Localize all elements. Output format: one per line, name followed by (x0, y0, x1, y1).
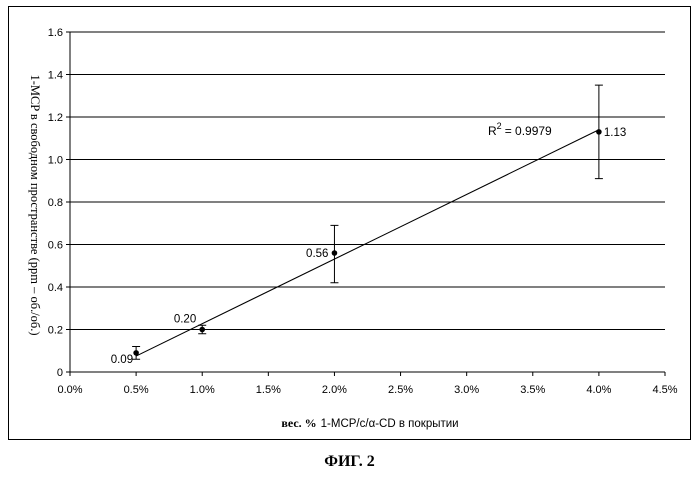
x-tick-label: 2.5% (388, 384, 413, 396)
data-point (332, 250, 338, 256)
trendline (136, 130, 599, 356)
r-squared-annotation: R2= 0.9979 (488, 121, 552, 138)
x-tick-label: 0.0% (57, 384, 82, 396)
data-label: 0.56 (306, 248, 328, 260)
x-tick-label: 3.5% (520, 384, 545, 396)
y-tick-label: 0 (57, 367, 63, 379)
x-ticks: 0.0% 0.5% 1.0% 1.5% 2.0% 2.5% 3.0% 3.5% 4.0% 4.5% (57, 372, 677, 396)
y-ticks: 0 0.2 0.4 0.6 0.8 1.0 1.2 1.4 1.6 (48, 27, 70, 379)
data-point (133, 350, 139, 356)
grid (70, 32, 665, 330)
data-label: 0.09 (111, 354, 133, 366)
data-label: 0.20 (174, 314, 196, 326)
x-tick-label: 0.5% (124, 384, 149, 396)
figure-caption: ФИГ. 2 (0, 453, 699, 471)
x-tick-label: 2.0% (322, 384, 347, 396)
y-tick-label: 1.6 (48, 27, 63, 39)
y-tick-label: 0.2 (48, 325, 63, 337)
x-tick-label: 1.5% (256, 384, 281, 396)
data-labels: 0.09 0.20 0.56 1.13 (111, 127, 627, 366)
y-tick-label: 1.0 (48, 155, 63, 167)
y-tick-label: 0.8 (48, 197, 63, 209)
x-axis-label: вес. %1-MCP/c/α-CD в покрытии (281, 416, 458, 430)
y-tick-label: 1.4 (48, 70, 63, 82)
x-tick-label: 3.0% (454, 384, 479, 396)
x-tick-label: 1.0% (190, 384, 215, 396)
data-point (596, 129, 602, 135)
x-tick-label: 4.5% (652, 384, 677, 396)
y-tick-label: 0.6 (48, 240, 63, 252)
data-point (199, 327, 205, 333)
y-tick-label: 0.4 (48, 282, 63, 294)
data-label: 1.13 (604, 127, 626, 139)
y-tick-label: 1.2 (48, 112, 63, 124)
y-axis-label: 1-MCP в свободном пространстве (ppm – об… (28, 74, 42, 335)
x-tick-label: 4.0% (586, 384, 611, 396)
